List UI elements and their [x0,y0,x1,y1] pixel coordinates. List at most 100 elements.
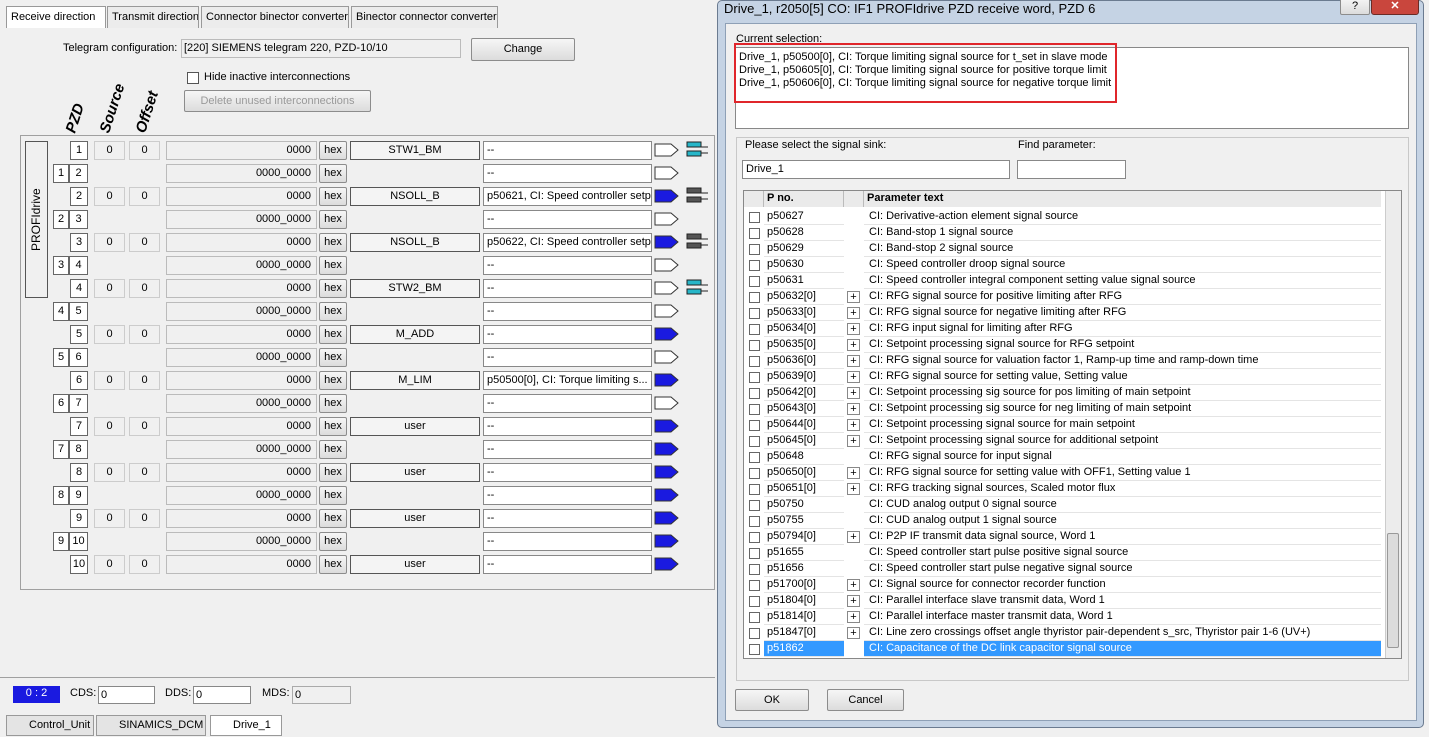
row-check[interactable] [749,580,760,591]
row-check[interactable] [749,388,760,399]
row-check[interactable] [749,500,760,511]
hex-button[interactable]: hex [319,440,347,459]
expand-button[interactable]: + [847,595,860,607]
expand-button[interactable]: + [847,371,860,383]
p-number[interactable]: p50635[0] [764,337,844,353]
parameter-text[interactable]: CI: RFG signal source for negative limit… [864,305,1381,321]
p-number[interactable]: p50632[0] [764,289,844,305]
p-number[interactable]: p50644[0] [764,417,844,433]
parameter-text[interactable]: CI: RFG signal source for setting value … [864,465,1381,481]
p-number[interactable]: p50645[0] [764,433,844,449]
parameter-text[interactable]: CI: Band-stop 2 signal source [864,241,1381,257]
row-check[interactable] [749,532,760,543]
parameter-text[interactable]: CI: Band-stop 1 signal source [864,225,1381,241]
expand-button[interactable]: + [847,323,860,335]
tab[interactable]: Receive direction [6,6,106,28]
parameter-text[interactable]: CI: Parallel interface slave transmit da… [864,593,1381,609]
parameter-text[interactable]: CI: CUD analog output 1 signal source [864,513,1381,529]
target-field[interactable]: -- [483,325,652,344]
hex-button[interactable]: hex [319,509,347,528]
target-field[interactable]: -- [483,486,652,505]
row-check[interactable] [749,420,760,431]
parameter-text[interactable]: CI: Setpoint processing sig source for n… [864,401,1381,417]
hex-button[interactable]: hex [319,210,347,229]
hex-button[interactable]: hex [319,256,347,275]
hex-button[interactable]: hex [319,417,347,436]
tab[interactable]: Transmit direction [107,6,199,28]
p-number[interactable]: p50631 [764,273,844,289]
expand-button[interactable]: + [847,579,860,591]
row-check[interactable] [749,644,760,655]
target-field[interactable]: -- [483,141,652,160]
parameter-text[interactable]: CI: Setpoint processing signal source fo… [864,417,1381,433]
target-field[interactable]: -- [483,532,652,551]
ok-button[interactable]: OK [735,689,809,711]
row-check[interactable] [749,548,760,559]
dds-combo[interactable]: 0 [193,686,251,704]
row-check[interactable] [749,452,760,463]
target-field[interactable]: p50500[0], CI: Torque limiting s... [483,371,652,390]
hex-button[interactable]: hex [319,325,347,344]
expand-button[interactable]: + [847,467,860,479]
row-check[interactable] [749,228,760,239]
hex-button[interactable]: hex [319,486,347,505]
p-number[interactable]: p51655 [764,545,844,561]
row-check[interactable] [749,564,760,575]
target-field[interactable]: -- [483,440,652,459]
row-check[interactable] [749,260,760,271]
tab[interactable]: Connector binector converter [201,6,349,28]
row-check[interactable] [749,612,760,623]
p-number[interactable]: p51804[0] [764,593,844,609]
target-field[interactable]: p50621, CI: Speed controller setpo [483,187,652,206]
row-check[interactable] [749,372,760,383]
parameter-text[interactable]: CI: Speed controller integral component … [864,273,1381,289]
expand-button[interactable]: + [847,627,860,639]
expand-button[interactable]: + [847,435,860,447]
hex-button[interactable]: hex [319,141,347,160]
parameter-text[interactable]: CI: Line zero crossings offset angle thy… [864,625,1381,641]
hex-button[interactable]: hex [319,555,347,574]
hex-button[interactable]: hex [319,164,347,183]
hex-button[interactable]: hex [319,233,347,252]
expand-button[interactable]: + [847,483,860,495]
hex-button[interactable]: hex [319,348,347,367]
help-button[interactable]: ? [1340,0,1370,15]
hex-button[interactable]: hex [319,279,347,298]
target-field[interactable]: -- [483,256,652,275]
bottom-tab[interactable]: Drive_1 [210,715,282,736]
parameter-text[interactable]: CI: RFG input signal for limiting after … [864,321,1381,337]
parameter-text[interactable]: CI: Signal source for connector recorder… [864,577,1381,593]
row-check[interactable] [749,516,760,527]
p-number[interactable]: p50630 [764,257,844,273]
parameter-text[interactable]: CI: Speed controller start pulse positiv… [864,545,1381,561]
expand-button[interactable]: + [847,355,860,367]
row-check[interactable] [749,404,760,415]
target-field[interactable]: -- [483,463,652,482]
p-number[interactable]: p51862 [764,641,844,657]
p-number[interactable]: p50629 [764,241,844,257]
parameter-text[interactable]: CI: RFG signal source for valuation fact… [864,353,1381,369]
parameter-text[interactable]: CI: Speed controller droop signal source [864,257,1381,273]
expand-button[interactable]: + [847,611,860,623]
row-check[interactable] [749,628,760,639]
target-field[interactable]: -- [483,302,652,321]
expand-button[interactable]: + [847,291,860,303]
p-number[interactable]: p50794[0] [764,529,844,545]
hex-button[interactable]: hex [319,394,347,413]
parameter-text[interactable]: CI: Derivative-action element signal sou… [864,209,1381,225]
checkbox[interactable] [187,72,199,84]
change-button[interactable]: Change [471,38,575,61]
parameter-text[interactable]: CI: Capacitance of the DC link capacitor… [864,641,1381,657]
hex-button[interactable]: hex [319,532,347,551]
p-number[interactable]: p50643[0] [764,401,844,417]
sink-combo[interactable]: Drive_1 [742,160,1010,179]
bottom-tab[interactable]: Control_Unit [6,715,94,736]
find-combo[interactable] [1017,160,1126,179]
p-number[interactable]: p51847[0] [764,625,844,641]
row-check[interactable] [749,596,760,607]
hex-button[interactable]: hex [319,463,347,482]
row-check[interactable] [749,340,760,351]
p-number[interactable]: p50755 [764,513,844,529]
p-number[interactable]: p51814[0] [764,609,844,625]
expand-button[interactable]: + [847,307,860,319]
